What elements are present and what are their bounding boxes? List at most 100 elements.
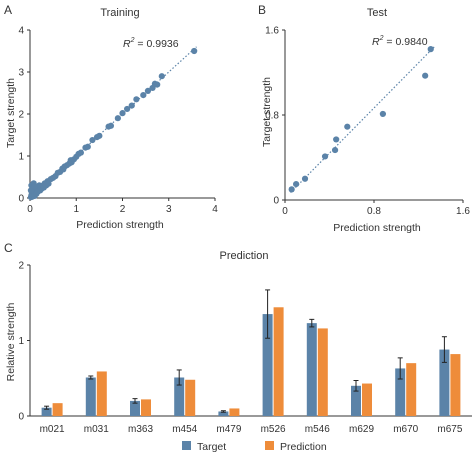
category-label: m021 <box>40 424 65 435</box>
bar-target <box>174 377 185 416</box>
panel-b-data-point <box>321 153 329 160</box>
panel-b-data-point <box>379 110 386 118</box>
panel-a-data-point <box>45 180 52 187</box>
panel-a-y-tick-label: 4 <box>18 26 24 37</box>
panel-b-data-point <box>427 46 434 53</box>
bar-target <box>218 411 229 416</box>
panel-b-data-point <box>293 180 300 188</box>
category-label: m675 <box>437 424 462 435</box>
legend-target-label: Target <box>197 441 226 453</box>
panel-letter-a: A <box>4 3 12 17</box>
panel-a-y-tick-label: 0 <box>18 194 24 205</box>
panel-a-data-point <box>89 136 96 144</box>
panel-a-data-point <box>128 102 135 109</box>
panel-a-data-point <box>191 47 198 55</box>
panel-b-data-point <box>333 136 340 143</box>
panel-a-data-point <box>27 187 35 194</box>
panel-a-y-axis-label: Target strength <box>5 78 17 148</box>
panel-a-data-point <box>114 115 121 122</box>
bar-prediction <box>317 328 328 416</box>
bar-target <box>351 385 361 416</box>
panel-a-data-point <box>158 73 165 80</box>
r2-superscript: 2 <box>130 37 135 44</box>
bar-prediction <box>362 383 372 416</box>
panel-a-data-point <box>144 87 152 94</box>
panel-c-y-tick-label: 0 <box>18 412 24 423</box>
panel-a-x-axis-label: Prediction strength <box>76 219 164 231</box>
panel-c-y-axis-label: Relative strength <box>5 302 17 381</box>
panel-a-plot: 0 1 2 3 4 0 1 2 3 4 <box>18 26 218 216</box>
panel-b-y-tick-label: 0.8 <box>265 111 279 122</box>
panel-b-title: Test <box>367 7 387 19</box>
panel-b-data-point <box>301 175 309 182</box>
category-label: m031 <box>84 424 109 435</box>
panel-b-data-point <box>422 72 429 79</box>
category-label: m363 <box>128 424 153 435</box>
panel-a-data-point <box>140 92 147 99</box>
bar-target <box>439 349 450 416</box>
panel-a-fit-line <box>29 46 197 199</box>
panel-b-x-tick-label: 1.6 <box>456 206 470 217</box>
r2-superscript: 2 <box>379 35 384 42</box>
panel-a-x-tick-label: 2 <box>120 204 126 215</box>
panel-a-y-tick-label: 2 <box>18 110 24 121</box>
category-label: m526 <box>261 424 286 435</box>
panel-b-y-tick-label: 0 <box>273 196 279 207</box>
bar-prediction <box>96 371 107 416</box>
panel-a-data-point <box>84 143 91 150</box>
bar-prediction <box>52 403 63 416</box>
panel-b-data-point <box>288 186 295 193</box>
panel-b-data-point <box>344 123 351 130</box>
panel-a-data-point <box>31 183 38 190</box>
panel-b-x-tick-label: 0.8 <box>367 206 381 217</box>
panel-a-data-point <box>133 96 140 103</box>
panel-a-data-point <box>107 122 115 129</box>
category-label: m670 <box>393 424 418 435</box>
panel-a-x-tick-label: 3 <box>166 204 172 215</box>
bar-target <box>85 377 96 416</box>
bar-prediction <box>450 354 461 416</box>
panel-b-y-axis-label: Target strength <box>261 77 273 147</box>
panel-b-plot: 0 0.8 1.6 0 0.8 1.6 <box>265 26 470 218</box>
panel-a-r2-annotation: R2 = 0.9936 <box>123 37 179 50</box>
category-label: m479 <box>216 424 241 435</box>
panel-b-y-tick-label: 1.6 <box>265 26 279 37</box>
category-label: m454 <box>172 424 197 435</box>
panel-c-plot: 0 1 2 m021 m031 m363 m454 m479 m526 m546 m629 m670 m… <box>18 261 472 435</box>
panel-b-fit-line <box>290 45 436 193</box>
bar-target <box>262 314 273 416</box>
legend-target-swatch <box>182 441 191 450</box>
bar-target <box>395 368 406 416</box>
panel-a-x-tick-label: 4 <box>212 204 218 215</box>
panel-letter-c: C <box>4 241 13 255</box>
bar-target <box>306 323 317 416</box>
legend-prediction-swatch <box>265 441 274 450</box>
panel-b-r2-annotation: R2 = 0.9840 <box>372 35 428 48</box>
panel-a-title: Training <box>100 7 139 19</box>
r2-value: = 0.9936 <box>135 38 179 50</box>
bar-prediction <box>185 379 196 416</box>
panel-a-data-point <box>124 105 131 113</box>
panel-a-data-point <box>96 132 103 139</box>
panel-b-data-point <box>331 146 339 154</box>
panel-a-x-tick-label: 0 <box>27 204 33 215</box>
r2-symbol: R <box>372 36 380 48</box>
r2-value: = 0.9840 <box>384 36 428 48</box>
panel-a-data-point <box>77 149 84 156</box>
panel-b: B Test R2 = 0.9840 Prediction strength T… <box>258 3 470 234</box>
bar-prediction <box>273 307 284 416</box>
r2-symbol: R <box>123 38 131 50</box>
panel-c-y-tick-label: 2 <box>18 261 24 272</box>
category-label: m629 <box>349 424 374 435</box>
panel-c-y-tick-label: 1 <box>18 336 24 347</box>
panel-a-x-tick-label: 1 <box>73 204 79 215</box>
panel-c: C Prediction Relative strength 0 1 2 m021 m0… <box>4 241 472 453</box>
bar-target <box>41 407 52 416</box>
panel-b-x-tick-label: 0 <box>282 206 288 217</box>
panel-c-title: Prediction <box>220 250 269 262</box>
panel-b-x-axis-label: Prediction strength <box>333 222 421 234</box>
bar-prediction <box>141 399 151 416</box>
panel-a-data-point <box>119 110 126 117</box>
bar-target <box>130 400 140 416</box>
